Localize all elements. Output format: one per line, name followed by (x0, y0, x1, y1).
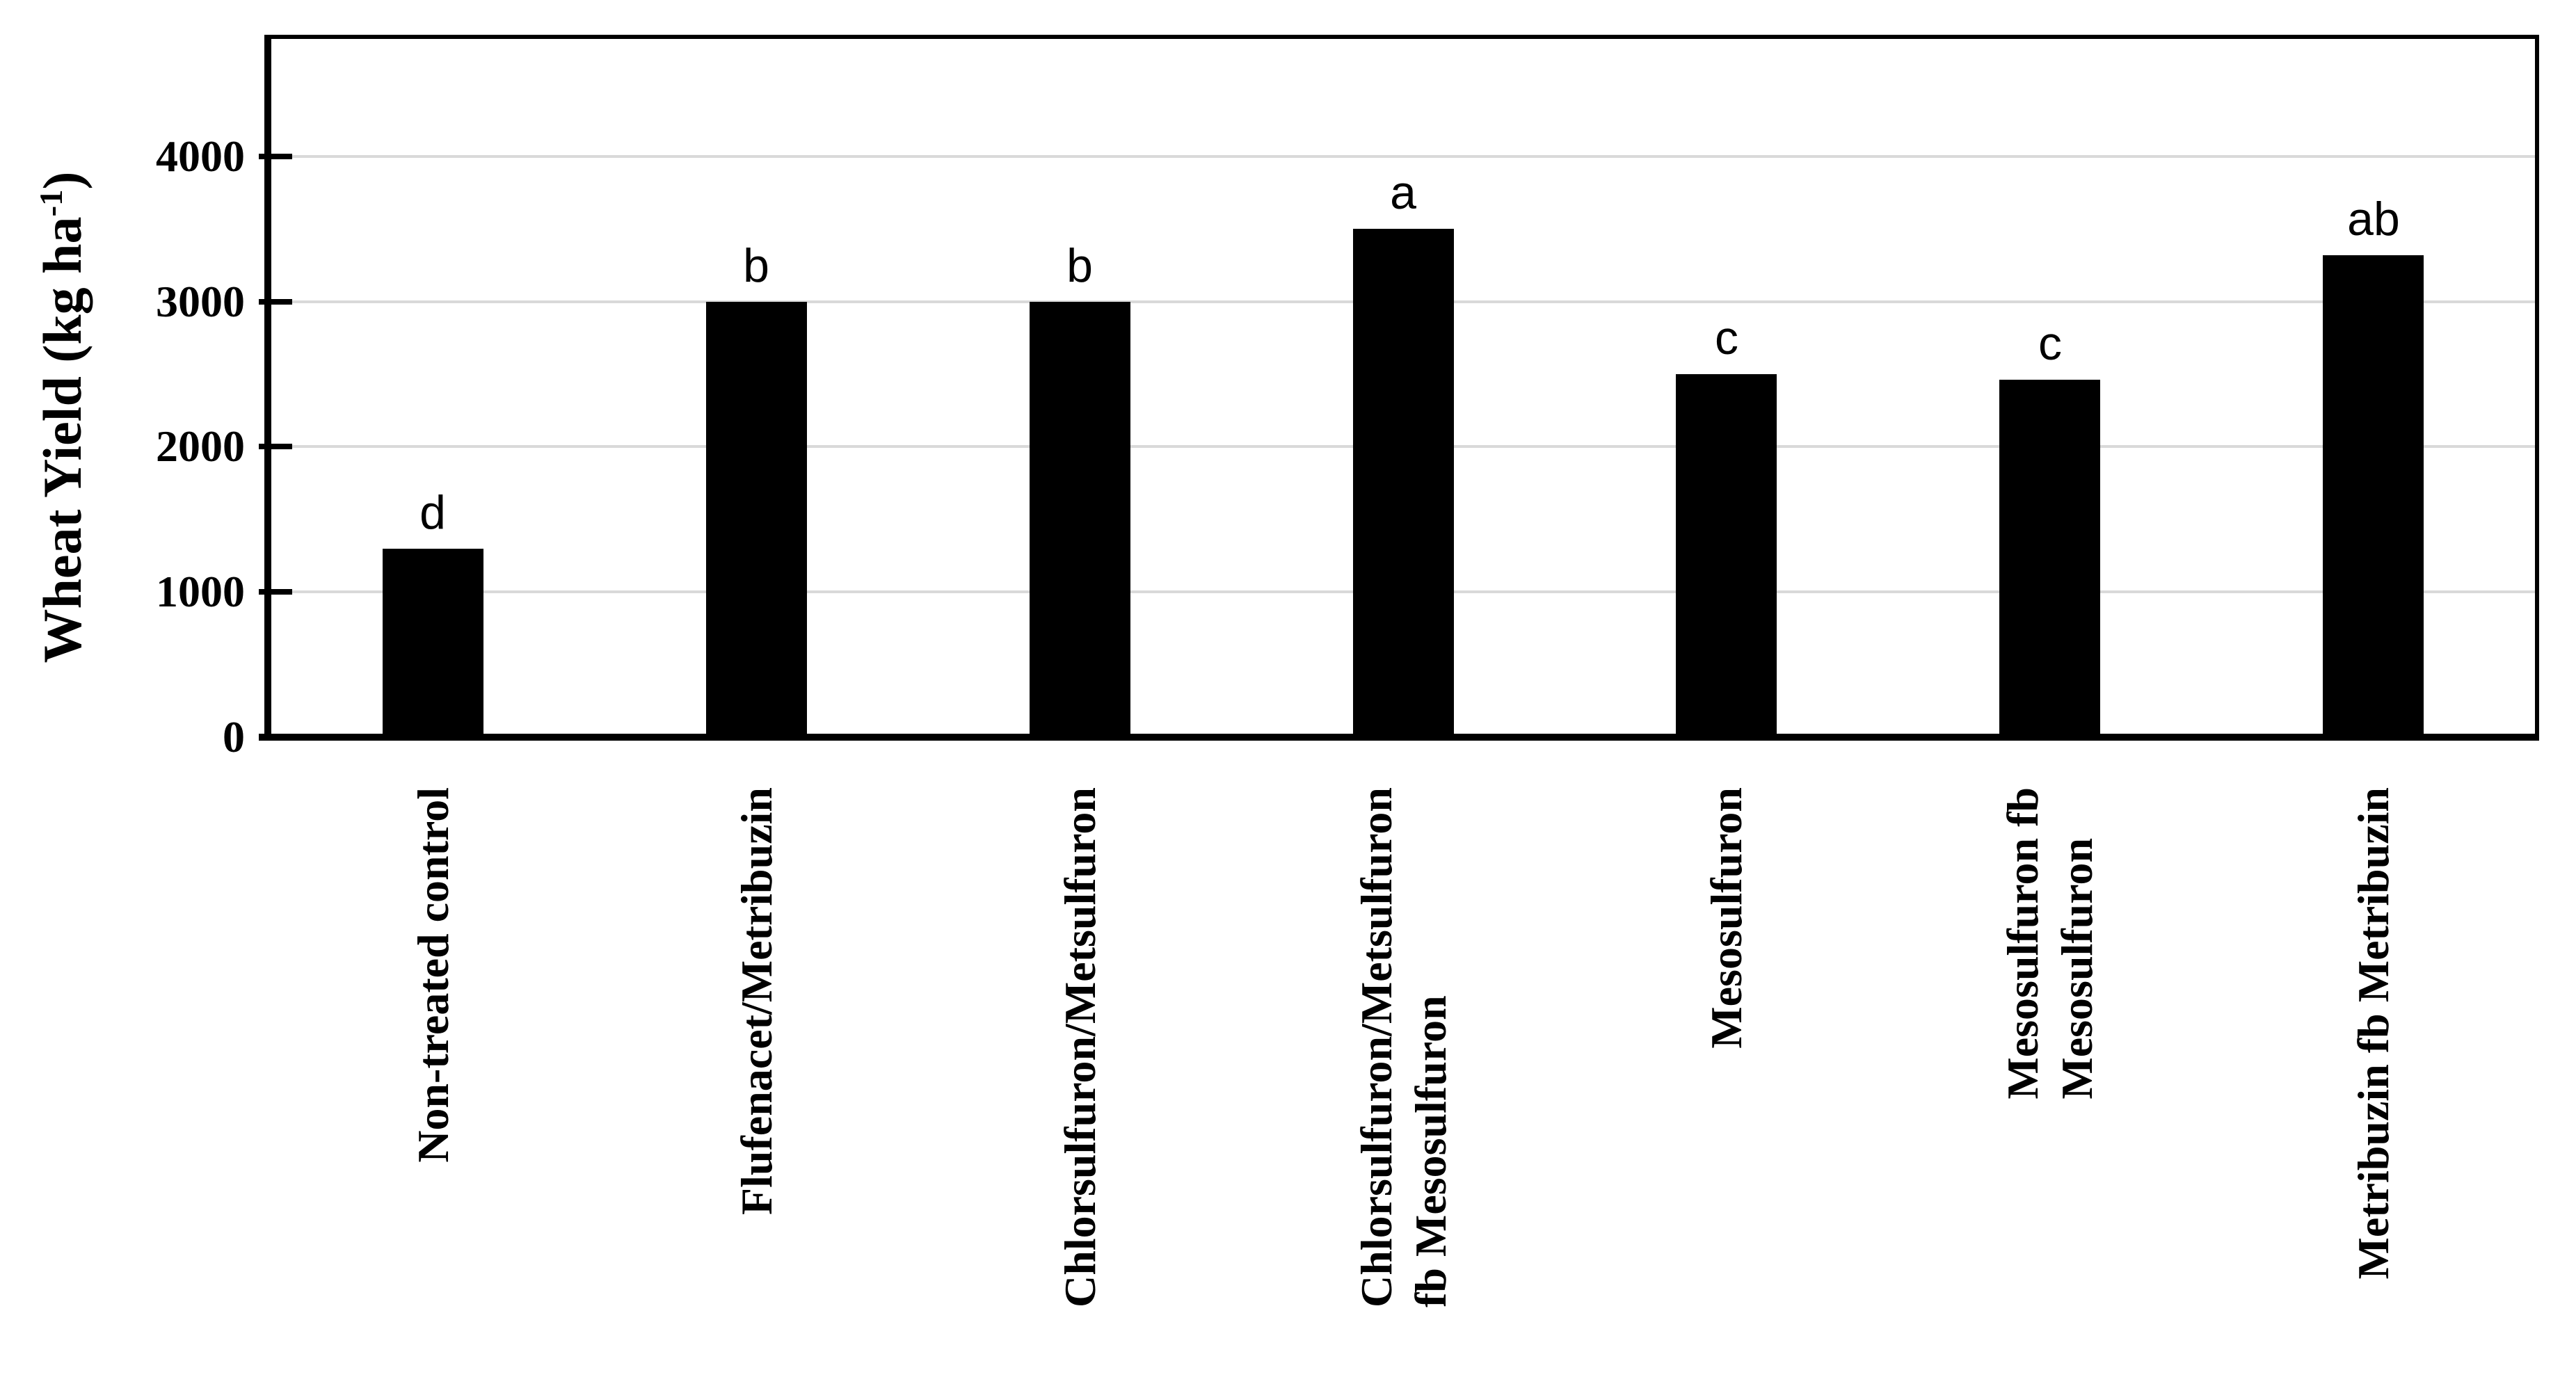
x-category-cell-4: Chlorsulfuron/Metsulfuron fb Mesosulfuro… (1242, 787, 1565, 1386)
y-tick-3000 (259, 299, 292, 305)
plot-border-right (2535, 35, 2539, 741)
x-category-cell-3: Chlorsulfuron/Metsulfuron (918, 787, 1242, 1386)
bar-5 (1676, 374, 1777, 734)
gridline-4000 (271, 155, 2535, 158)
bar-1 (383, 549, 483, 734)
y-tick-label-3000: 3000 (156, 277, 245, 326)
bar-2 (706, 302, 807, 734)
y-tick-2000 (259, 444, 292, 449)
x-axis-line (259, 734, 2539, 741)
bar-3 (1030, 302, 1130, 734)
significance-letter-4: a (1390, 166, 1416, 219)
x-category-label-6: Mesosulfuron fb Mesosulfuron (1997, 787, 2102, 1100)
x-category-cell-2: Flufenacet/Metribuzin (595, 787, 918, 1386)
y-tick-label-4000: 4000 (156, 131, 245, 181)
y-tick-label-1000: 1000 (156, 567, 245, 616)
x-category-label-7: Metribuzin fb Metribuzin (2348, 787, 2398, 1280)
x-category-cell-6: Mesosulfuron fb Mesosulfuron (1888, 787, 2211, 1386)
bar-4 (1353, 229, 1454, 734)
x-category-label-5: Mesosulfuron (1701, 787, 1751, 1049)
x-category-cell-5: Mesosulfuron (1565, 787, 1888, 1386)
plot-border-top (264, 35, 2539, 39)
significance-letter-7: ab (2347, 193, 2400, 245)
x-category-label-4: Chlorsulfuron/Metsulfuron fb Mesosulfuro… (1351, 787, 1455, 1307)
y-tick-0 (259, 734, 292, 740)
y-tick-label-2000: 2000 (156, 421, 245, 471)
y-tick-1000 (259, 589, 292, 595)
significance-letter-1: d (419, 486, 446, 539)
y-axis-line (264, 35, 271, 741)
significance-letter-5: c (1715, 312, 1738, 364)
x-category-label-2: Flufenacet/Metribuzin (731, 787, 781, 1215)
y-tick-label-0: 0 (223, 712, 245, 762)
x-category-cell-7: Metribuzin fb Metribuzin (2211, 787, 2535, 1386)
significance-letter-6: c (2038, 317, 2062, 370)
bar-6 (1999, 380, 2100, 734)
significance-letter-3: b (1066, 239, 1093, 292)
x-category-label-1: Non-treated control (408, 787, 458, 1163)
x-category-cell-1: Non-treated control (271, 787, 595, 1386)
y-tick-4000 (259, 154, 292, 159)
x-category-label-3: Chlorsulfuron/Metsulfuron (1055, 787, 1105, 1307)
significance-letter-2: b (743, 239, 769, 292)
bar-7 (2323, 255, 2424, 734)
